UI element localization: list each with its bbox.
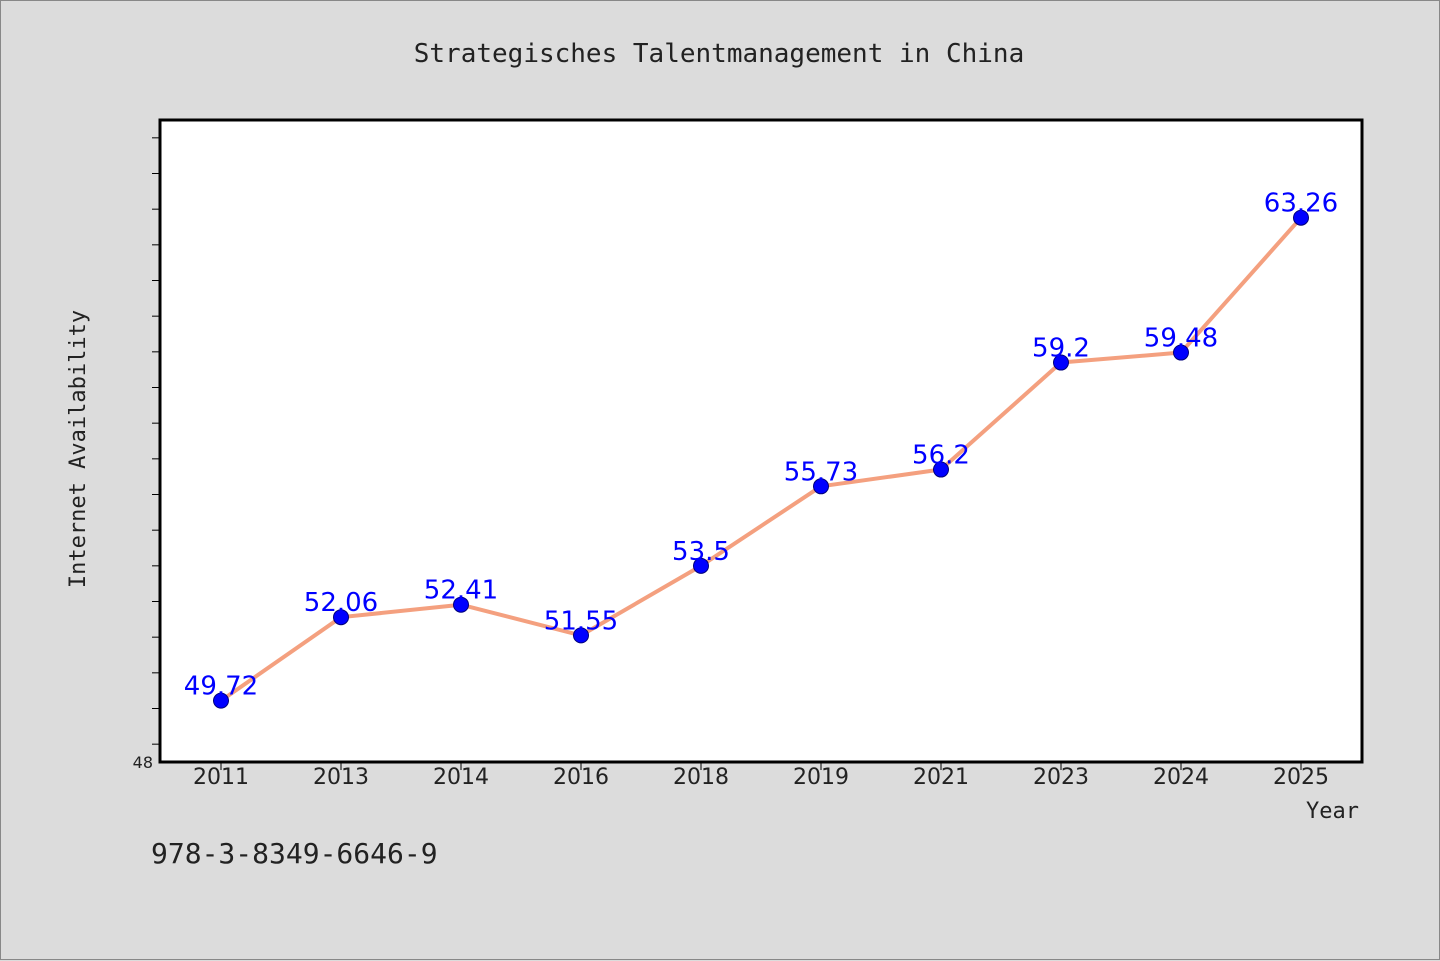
data-label: 56.2: [912, 441, 970, 471]
data-label: 51.55: [544, 606, 618, 636]
data-label: 59.2: [1032, 334, 1090, 364]
data-point: [1173, 344, 1189, 361]
series-layer: 49.72 52.06 52.41 51.55 53.5 55.73 56.2 59.2 59.…: [184, 189, 1338, 709]
x-tick-label: 2023: [1033, 765, 1089, 790]
isbn-text: 978-3-8349-6646-9: [151, 837, 438, 870]
data-point: [1293, 209, 1309, 226]
data-point: [573, 627, 589, 644]
plot-area: [158, 118, 1364, 764]
data-point: [213, 692, 229, 709]
data-label: 49.72: [184, 672, 258, 702]
data-label: 63.26: [1264, 189, 1338, 219]
x-tick-label: 2014: [433, 765, 489, 790]
series-line: [219, 216, 1303, 703]
data-label: 59.48: [1144, 324, 1218, 354]
data-point: [813, 478, 829, 495]
data-point: [933, 461, 949, 478]
x-tick-label: 2013: [313, 765, 369, 790]
x-tick-label: 2011: [193, 765, 249, 790]
x-axis-ticks: 2011 2013 2014 2016 2018 2019 2021 2023 2024 2025: [193, 762, 1329, 790]
data-point: [693, 557, 709, 574]
chart-title: Strategisches Talentmanagement in China: [414, 39, 1024, 69]
x-tick-label: 2024: [1153, 765, 1209, 790]
data-label: 52.41: [424, 576, 498, 606]
y-axis-label: Internet Availability: [66, 310, 91, 588]
data-label: 55.73: [784, 457, 858, 487]
y-tick-label: 48: [133, 753, 153, 772]
data-label: 52.06: [304, 588, 378, 618]
x-tick-label: 2018: [673, 765, 729, 790]
data-label: 53.5: [672, 537, 730, 567]
x-tick-label: 2016: [553, 765, 609, 790]
data-point: [333, 609, 349, 626]
y-axis-ticks: [152, 137, 160, 745]
x-tick-label: 2025: [1273, 765, 1329, 790]
data-point: [1053, 354, 1069, 371]
data-point: [453, 596, 469, 613]
x-axis-label: Year: [1306, 799, 1359, 824]
x-tick-label: 2019: [793, 765, 849, 790]
x-tick-label: 2021: [913, 765, 969, 790]
